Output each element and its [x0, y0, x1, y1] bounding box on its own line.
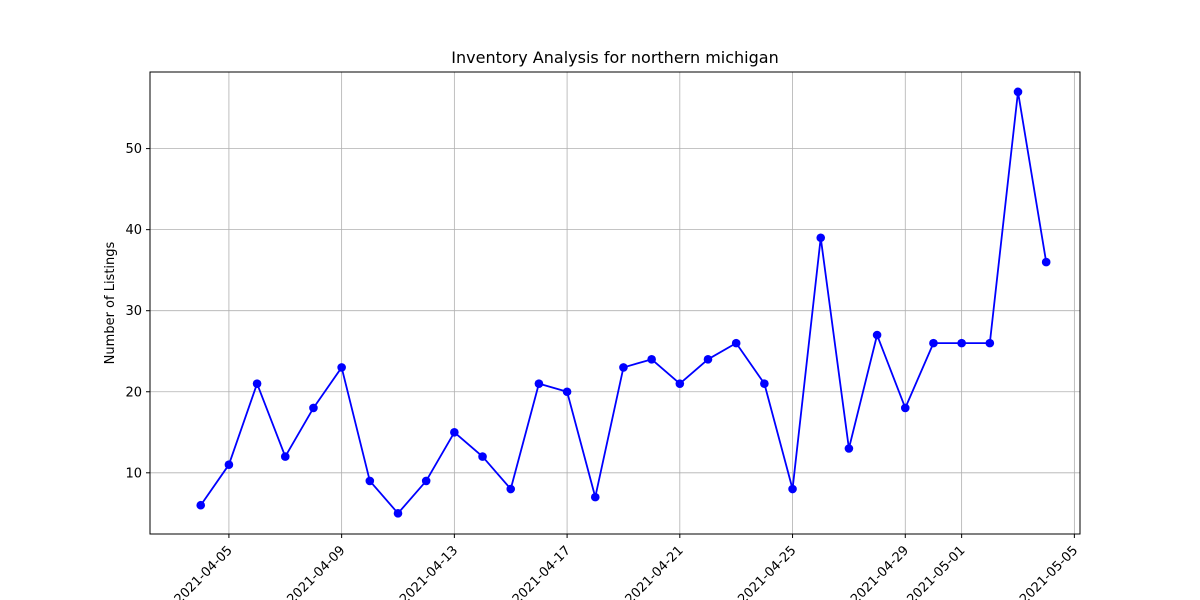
data-point: [252, 379, 262, 388]
data-point: [844, 444, 854, 453]
data-point: [562, 387, 572, 397]
data-point: [703, 355, 713, 364]
data-point: [788, 484, 797, 494]
data-point: [534, 379, 544, 388]
data-point: [647, 355, 656, 364]
data-point: [872, 330, 882, 340]
data-point: [900, 403, 910, 413]
data-point: [280, 452, 290, 461]
data-point: [337, 363, 346, 372]
data-point: [985, 338, 995, 348]
chart-title: Inventory Analysis for northern michigan: [451, 48, 778, 67]
data-point: [421, 476, 431, 486]
y-tick-label: 20: [125, 385, 142, 400]
data-point: [224, 460, 234, 470]
data-point: [675, 379, 685, 388]
data-point: [393, 509, 403, 518]
data-point: [816, 233, 826, 243]
data-point: [619, 363, 628, 372]
data-point: [957, 338, 966, 348]
plot-frame: [149, 71, 1081, 535]
y-axis-title: Number of Listings: [103, 241, 118, 364]
data-point: [731, 338, 741, 348]
data-point: [478, 452, 487, 461]
y-tick-label: 50: [125, 142, 142, 157]
y-tick-label: 30: [125, 304, 142, 319]
y-tick-label: 10: [125, 466, 142, 481]
data-point: [590, 492, 600, 502]
data-point: [365, 476, 375, 486]
data-point: [929, 338, 938, 348]
data-point: [309, 403, 318, 413]
data-point: [760, 379, 769, 388]
data-point: [506, 484, 516, 494]
grid: [150, 72, 1080, 534]
data-point: [450, 427, 459, 437]
data-point: [1013, 87, 1023, 97]
y-tick-label: 40: [125, 223, 142, 238]
data-series: [196, 87, 1051, 518]
data-point: [196, 500, 206, 510]
data-point: [1041, 257, 1051, 267]
